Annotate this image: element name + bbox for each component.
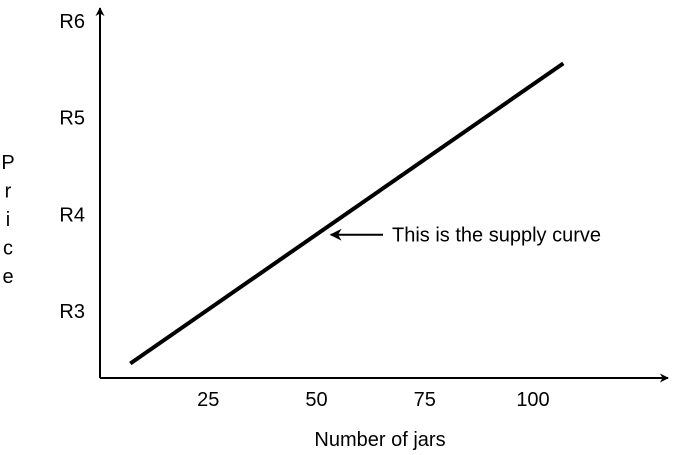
series-layer (129, 61, 565, 366)
y-tick-label: R6 (59, 11, 85, 33)
x-tick-label: 75 (414, 389, 436, 411)
x-tick-label: 100 (516, 389, 549, 411)
x-tick-label: 50 (305, 389, 327, 411)
y-tick-label: R4 (59, 204, 85, 226)
annotation-layer: This is the supply curve (329, 225, 601, 247)
annotation-label: This is the supply curve (392, 225, 601, 247)
x-tick-labels: 25 50 75 100 (197, 389, 550, 411)
x-tick-label: 25 (197, 389, 219, 411)
y-tick-label: R5 (59, 108, 85, 130)
y-tick-label: R3 (59, 301, 85, 323)
x-axis-label: Number of jars (314, 429, 445, 451)
y-tick-labels: R3 R4 R5 R6 (59, 11, 85, 323)
supply-curve-line (129, 61, 565, 366)
